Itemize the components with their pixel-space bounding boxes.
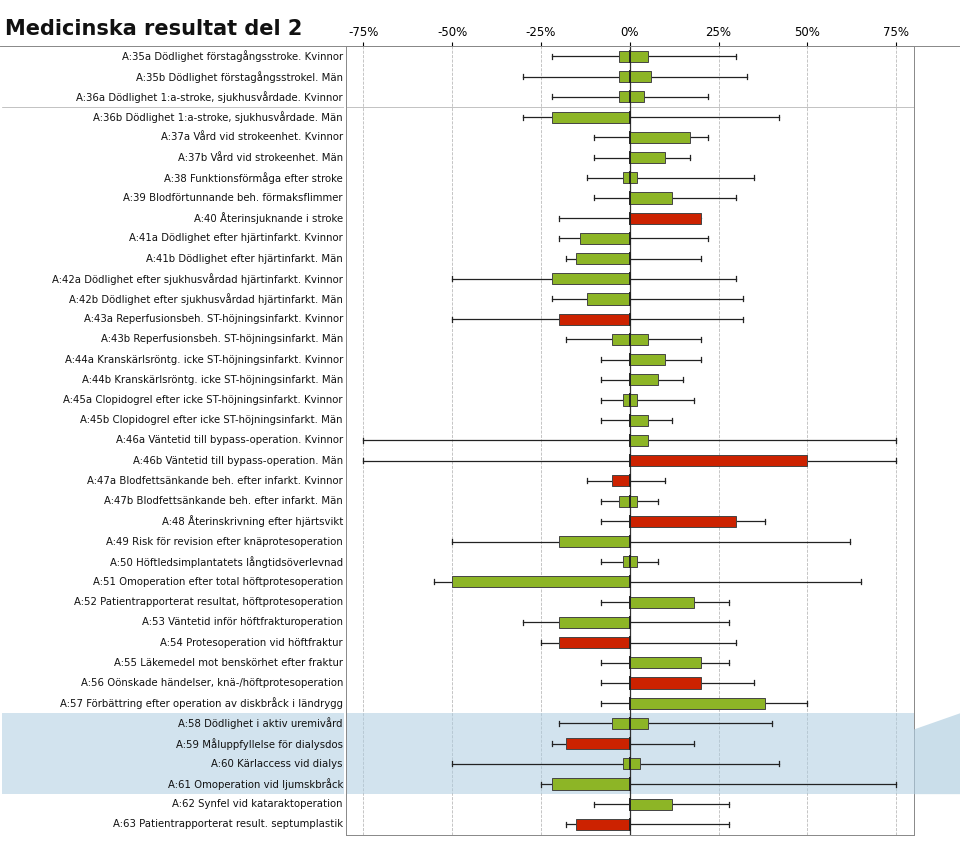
Bar — [565, 738, 630, 749]
Bar — [623, 172, 636, 183]
Text: A:37a Vård vid strokeenhet. Kvinnor: A:37a Vård vid strokeenhet. Kvinnor — [161, 132, 343, 142]
Bar — [580, 233, 630, 244]
Text: A:35a Dödlighet förstagångsstroke. Kvinnor: A:35a Dödlighet förstagångsstroke. Kvinn… — [122, 51, 343, 62]
Bar — [559, 536, 630, 547]
Bar — [452, 577, 630, 588]
Text: A:42b Dödlighet efter sjukhusvårdad hjärtinfarkt. Män: A:42b Dödlighet efter sjukhusvårdad hjär… — [69, 293, 343, 305]
Text: A:57 Förbättring efter operation av diskbråck i ländrygg: A:57 Förbättring efter operation av disk… — [60, 697, 343, 709]
Text: A:38 Funktionsförmåga efter stroke: A:38 Funktionsförmåga efter stroke — [164, 172, 343, 184]
Text: A:43b Reperfusionsbeh. ST-höjningsinfarkt. Män: A:43b Reperfusionsbeh. ST-höjningsinfark… — [101, 335, 343, 345]
Bar — [2, 733, 344, 754]
Bar — [630, 597, 694, 608]
Text: A:46b Väntetid till bypass-operation. Män: A:46b Väntetid till bypass-operation. Mä… — [132, 456, 343, 465]
Text: A:41a Dödlighet efter hjärtinfarkt. Kvinnor: A:41a Dödlighet efter hjärtinfarkt. Kvin… — [130, 234, 343, 244]
Bar — [346, 774, 914, 794]
Bar — [576, 819, 630, 830]
Text: A:42a Dödlighet efter sjukhusvårdad hjärtinfarkt. Kvinnor: A:42a Dödlighet efter sjukhusvårdad hjär… — [52, 273, 343, 285]
Text: A:37b Vård vid strokeenhet. Män: A:37b Vård vid strokeenhet. Män — [178, 153, 343, 163]
Text: A:56 Oönskade händelser, knä-/höftprotesoperation: A:56 Oönskade händelser, knä-/höftprotes… — [81, 678, 343, 688]
Bar — [2, 713, 344, 733]
Bar — [2, 774, 344, 794]
Text: A:36a Dödlighet 1:a-stroke, sjukhusvårdade. Kvinnor: A:36a Dödlighet 1:a-stroke, sjukhusvårda… — [77, 91, 343, 103]
Text: A:39 Blodförtunnande beh. förmaksflimmer: A:39 Blodförtunnande beh. förmaksflimmer — [124, 193, 343, 203]
Bar — [619, 71, 651, 83]
Text: A:45b Clopidogrel efter icke ST-höjningsinfarkt. Män: A:45b Clopidogrel efter icke ST-höjnings… — [81, 416, 343, 425]
Text: A:40 Återinsjuknande i stroke: A:40 Återinsjuknande i stroke — [194, 212, 343, 224]
Text: A:54 Protesoperation vid höftfraktur: A:54 Protesoperation vid höftfraktur — [160, 637, 343, 647]
Text: A:58 Dödlighet i aktiv uremivård: A:58 Dödlighet i aktiv uremivård — [179, 717, 343, 729]
Polygon shape — [914, 713, 960, 794]
Text: A:44b Kranskärlsröntg. icke ST-höjningsinfarkt. Män: A:44b Kranskärlsröntg. icke ST-höjningsi… — [82, 375, 343, 385]
Bar — [612, 718, 647, 729]
Bar — [630, 455, 807, 466]
Bar — [623, 758, 640, 770]
Text: A:45a Clopidogrel efter icke ST-höjningsinfarkt. Kvinnor: A:45a Clopidogrel efter icke ST-höjnings… — [63, 395, 343, 405]
Text: A:60 Kärlaccess vid dialys: A:60 Kärlaccess vid dialys — [211, 759, 343, 769]
Bar — [559, 314, 630, 325]
Text: A:41b Dödlighet efter hjärtinfarkt. Män: A:41b Dödlighet efter hjärtinfarkt. Män — [146, 254, 343, 264]
Bar — [346, 754, 914, 774]
Text: Medicinska resultat del 2: Medicinska resultat del 2 — [5, 19, 302, 39]
Text: A:55 Läkemedel mot benskörhet efter fraktur: A:55 Läkemedel mot benskörhet efter frak… — [114, 658, 343, 668]
Bar — [623, 556, 636, 567]
Bar — [619, 51, 647, 62]
Bar — [630, 798, 672, 810]
Text: A:47a Blodfettsänkande beh. efter infarkt. Kvinnor: A:47a Blodfettsänkande beh. efter infark… — [87, 476, 343, 486]
Bar — [588, 293, 630, 304]
Text: A:47b Blodfettsänkande beh. efter infarkt. Män: A:47b Blodfettsänkande beh. efter infark… — [105, 496, 343, 506]
Text: A:52 Patientrapporterat resultat, höftprotesoperation: A:52 Patientrapporterat resultat, höftpr… — [74, 597, 343, 607]
Bar — [552, 111, 630, 123]
Bar — [2, 754, 344, 774]
Bar — [630, 415, 647, 426]
Bar — [630, 132, 690, 142]
Bar — [630, 658, 701, 668]
Text: A:62 Synfel vid kataraktoperation: A:62 Synfel vid kataraktoperation — [173, 799, 343, 809]
Bar — [630, 354, 665, 365]
Text: A:49 Risk för revision efter knäprotesoperation: A:49 Risk för revision efter knäprotesop… — [107, 536, 343, 546]
Bar — [630, 192, 672, 203]
Text: A:46a Väntetid till bypass-operation. Kvinnor: A:46a Väntetid till bypass-operation. Kv… — [116, 436, 343, 445]
Bar — [559, 637, 630, 648]
Bar — [623, 395, 636, 405]
Text: A:43a Reperfusionsbeh. ST-höjningsinfarkt. Kvinnor: A:43a Reperfusionsbeh. ST-höjningsinfark… — [84, 314, 343, 325]
Bar — [630, 374, 659, 385]
Bar — [346, 733, 914, 754]
Text: A:36b Dödlighet 1:a-stroke, sjukhusvårdade. Män: A:36b Dödlighet 1:a-stroke, sjukhusvårda… — [93, 111, 343, 123]
Bar — [630, 698, 765, 709]
Text: A:59 Måluppfyllelse för dialysdos: A:59 Måluppfyllelse för dialysdos — [176, 738, 343, 749]
Text: A:53 Väntetid inför höftfrakturoperation: A:53 Väntetid inför höftfrakturoperation — [142, 617, 343, 627]
Bar — [612, 334, 647, 345]
Text: A:44a Kranskärlsröntg. icke ST-höjningsinfarkt. Kvinnor: A:44a Kranskärlsröntg. icke ST-höjningsi… — [64, 355, 343, 365]
Bar — [576, 253, 630, 264]
Bar — [619, 496, 636, 507]
Text: A:48 Återinskrivning efter hjärtsvikt: A:48 Återinskrivning efter hjärtsvikt — [161, 515, 343, 527]
Text: A:51 Omoperation efter total höftprotesoperation: A:51 Omoperation efter total höftproteso… — [93, 577, 343, 587]
Bar — [630, 678, 701, 689]
Bar — [630, 212, 701, 223]
Text: A:61 Omoperation vid ljumskbråck: A:61 Omoperation vid ljumskbråck — [168, 778, 343, 790]
Bar — [552, 778, 630, 790]
Text: A:50 Höftledsimplantatets långtidsöverlevnad: A:50 Höftledsimplantatets långtidsöverle… — [109, 556, 343, 567]
Bar — [630, 152, 665, 163]
Bar — [619, 91, 644, 103]
Bar — [612, 475, 630, 486]
Bar — [630, 435, 647, 446]
Text: A:63 Patientrapporterat result. septumplastik: A:63 Patientrapporterat result. septumpl… — [113, 819, 343, 830]
Bar — [552, 273, 630, 284]
Bar — [346, 713, 914, 733]
Bar — [630, 516, 736, 527]
Text: A:35b Dödlighet förstagångsstrokel. Män: A:35b Dödlighet förstagångsstrokel. Män — [136, 71, 343, 83]
Bar — [559, 617, 630, 628]
